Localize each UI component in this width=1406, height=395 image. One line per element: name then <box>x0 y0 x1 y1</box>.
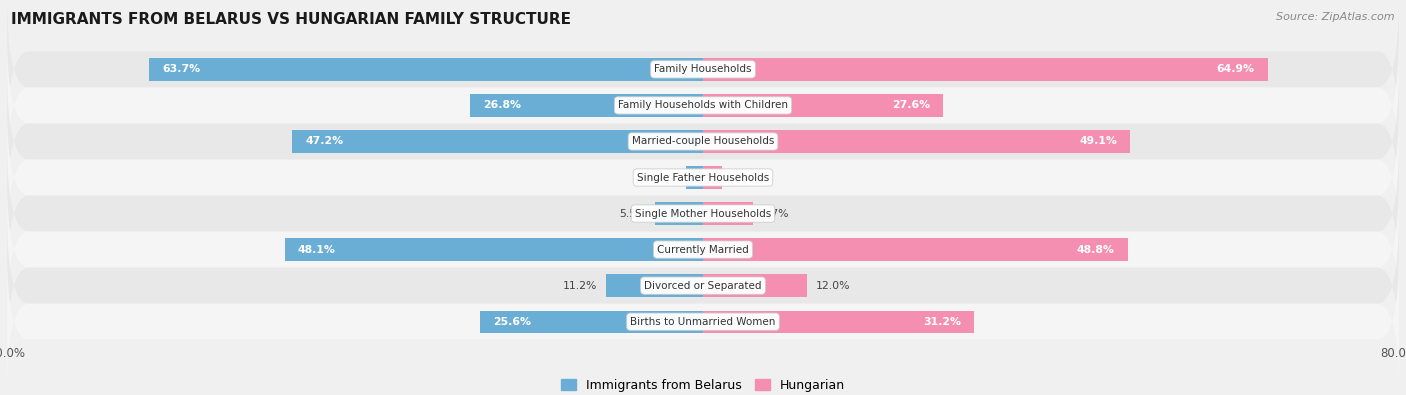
Text: 64.9%: 64.9% <box>1216 64 1254 74</box>
Bar <box>703 239 1128 261</box>
Bar <box>703 275 807 297</box>
Text: Source: ZipAtlas.com: Source: ZipAtlas.com <box>1277 12 1395 22</box>
Text: 26.8%: 26.8% <box>482 100 520 111</box>
Bar <box>655 202 703 225</box>
Bar <box>149 58 703 81</box>
FancyBboxPatch shape <box>7 69 1399 214</box>
Text: Family Households: Family Households <box>654 64 752 74</box>
Text: 12.0%: 12.0% <box>815 280 851 291</box>
Bar <box>703 310 974 333</box>
Bar <box>292 130 703 152</box>
Bar <box>703 202 752 225</box>
Text: 31.2%: 31.2% <box>924 317 962 327</box>
Text: Single Father Households: Single Father Households <box>637 173 769 182</box>
Bar <box>703 130 1130 152</box>
FancyBboxPatch shape <box>7 0 1399 142</box>
Bar <box>703 94 943 117</box>
Text: 2.2%: 2.2% <box>731 173 758 182</box>
Text: 48.1%: 48.1% <box>298 245 336 255</box>
Bar <box>686 166 703 189</box>
Text: 25.6%: 25.6% <box>494 317 531 327</box>
Text: 48.8%: 48.8% <box>1077 245 1115 255</box>
FancyBboxPatch shape <box>7 177 1399 322</box>
Text: 1.9%: 1.9% <box>650 173 678 182</box>
Legend: Immigrants from Belarus, Hungarian: Immigrants from Belarus, Hungarian <box>557 374 849 395</box>
Text: 47.2%: 47.2% <box>305 136 343 147</box>
FancyBboxPatch shape <box>7 141 1399 286</box>
Text: IMMIGRANTS FROM BELARUS VS HUNGARIAN FAMILY STRUCTURE: IMMIGRANTS FROM BELARUS VS HUNGARIAN FAM… <box>11 12 571 27</box>
Text: 27.6%: 27.6% <box>891 100 929 111</box>
Bar <box>481 310 703 333</box>
Text: Married-couple Households: Married-couple Households <box>631 136 775 147</box>
Text: 49.1%: 49.1% <box>1080 136 1118 147</box>
FancyBboxPatch shape <box>7 213 1399 358</box>
Text: 63.7%: 63.7% <box>162 64 200 74</box>
Text: 5.5%: 5.5% <box>619 209 647 218</box>
Bar <box>703 58 1268 81</box>
Bar <box>606 275 703 297</box>
Text: Single Mother Households: Single Mother Households <box>636 209 770 218</box>
Bar <box>703 166 723 189</box>
FancyBboxPatch shape <box>7 33 1399 178</box>
Text: 11.2%: 11.2% <box>562 280 598 291</box>
FancyBboxPatch shape <box>7 249 1399 394</box>
Text: Family Households with Children: Family Households with Children <box>619 100 787 111</box>
Bar <box>284 239 703 261</box>
FancyBboxPatch shape <box>7 105 1399 250</box>
Text: 5.7%: 5.7% <box>761 209 789 218</box>
Text: Births to Unmarried Women: Births to Unmarried Women <box>630 317 776 327</box>
Text: Divorced or Separated: Divorced or Separated <box>644 280 762 291</box>
Text: Currently Married: Currently Married <box>657 245 749 255</box>
Bar <box>470 94 703 117</box>
